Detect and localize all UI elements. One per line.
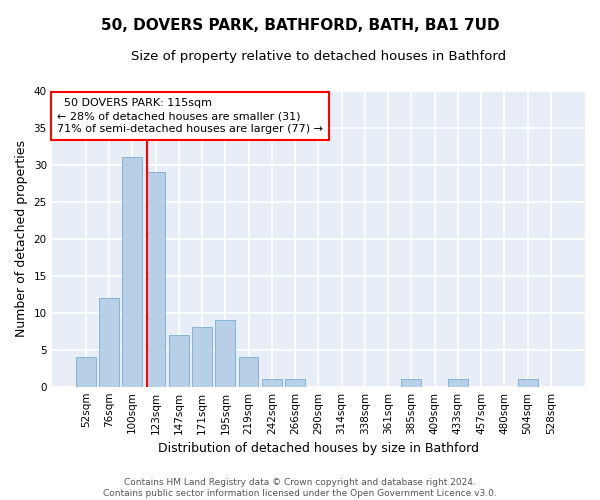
Bar [215, 320, 235, 386]
Bar [76, 357, 95, 386]
Bar [192, 328, 212, 386]
Y-axis label: Number of detached properties: Number of detached properties [15, 140, 28, 337]
Bar [285, 380, 305, 386]
Bar [146, 172, 166, 386]
X-axis label: Distribution of detached houses by size in Bathford: Distribution of detached houses by size … [158, 442, 479, 455]
Bar [169, 335, 188, 386]
Bar [99, 298, 119, 386]
Text: Contains HM Land Registry data © Crown copyright and database right 2024.
Contai: Contains HM Land Registry data © Crown c… [103, 478, 497, 498]
Bar [518, 380, 538, 386]
Bar [122, 157, 142, 386]
Bar [448, 380, 468, 386]
Text: 50 DOVERS PARK: 115sqm
← 28% of detached houses are smaller (31)
71% of semi-det: 50 DOVERS PARK: 115sqm ← 28% of detached… [57, 98, 323, 134]
Title: Size of property relative to detached houses in Bathford: Size of property relative to detached ho… [131, 50, 506, 63]
Bar [262, 380, 282, 386]
Text: 50, DOVERS PARK, BATHFORD, BATH, BA1 7UD: 50, DOVERS PARK, BATHFORD, BATH, BA1 7UD [101, 18, 499, 32]
Bar [401, 380, 421, 386]
Bar [239, 357, 259, 386]
